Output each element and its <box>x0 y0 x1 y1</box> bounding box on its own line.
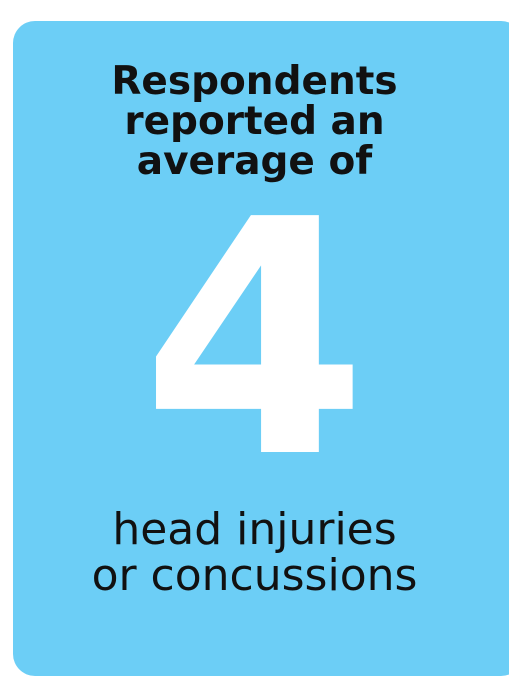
stat-card <box>13 21 509 676</box>
description-line-2: or concussions <box>91 550 418 601</box>
heading-line-2: reported an <box>124 99 385 144</box>
stat-heading: Respondents reported an average of <box>0 62 509 182</box>
stat-value: 4 <box>141 150 368 529</box>
heading-line-1: Respondents <box>111 59 398 104</box>
stat-description: head injuries or concussions <box>0 507 509 599</box>
description-line-1: head injuries <box>112 504 397 555</box>
heading-line-3: average of <box>136 139 373 184</box>
